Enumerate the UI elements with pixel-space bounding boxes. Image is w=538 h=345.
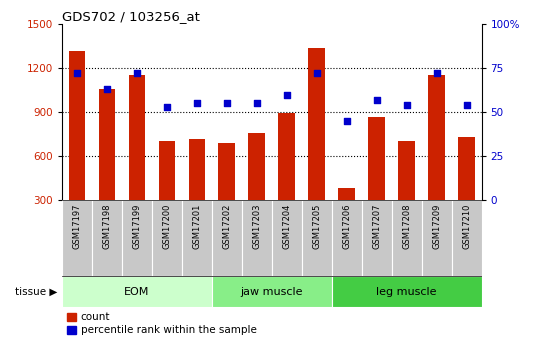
Point: [432, 71, 441, 76]
Bar: [182, 200, 212, 276]
Point: [73, 71, 81, 76]
Bar: [152, 200, 182, 276]
Bar: [272, 200, 302, 276]
Text: jaw muscle: jaw muscle: [240, 287, 303, 296]
Text: GSM17210: GSM17210: [462, 204, 471, 249]
Bar: [62, 276, 212, 307]
Point: [313, 71, 321, 76]
Bar: [362, 200, 392, 276]
Point: [193, 101, 201, 106]
Bar: [212, 200, 242, 276]
Point: [372, 97, 381, 102]
Bar: [428, 75, 445, 200]
Text: leg muscle: leg muscle: [376, 287, 437, 296]
Bar: [338, 188, 355, 200]
Text: GSM17202: GSM17202: [222, 204, 231, 249]
Text: GSM17204: GSM17204: [282, 204, 291, 249]
Text: GSM17199: GSM17199: [132, 204, 141, 249]
Text: GSM17201: GSM17201: [192, 204, 201, 249]
Bar: [331, 200, 362, 276]
Bar: [249, 132, 265, 200]
Point: [462, 102, 471, 108]
Bar: [451, 200, 482, 276]
Bar: [398, 141, 415, 200]
Text: tissue ▶: tissue ▶: [15, 287, 57, 296]
Point: [282, 92, 291, 97]
Text: EOM: EOM: [124, 287, 150, 296]
Text: GSM17206: GSM17206: [342, 204, 351, 249]
Text: GSM17197: GSM17197: [72, 204, 81, 249]
Point: [162, 104, 171, 110]
Point: [342, 118, 351, 124]
Legend: count, percentile rank within the sample: count, percentile rank within the sample: [67, 312, 257, 335]
Bar: [188, 139, 205, 200]
Text: GSM17200: GSM17200: [162, 204, 171, 249]
Bar: [159, 141, 175, 200]
Point: [402, 102, 411, 108]
Bar: [62, 200, 92, 276]
Text: GSM17203: GSM17203: [252, 204, 261, 249]
Text: GSM17208: GSM17208: [402, 204, 411, 249]
Text: GSM17198: GSM17198: [102, 204, 111, 249]
Bar: [218, 143, 235, 200]
Bar: [331, 276, 482, 307]
Bar: [69, 51, 85, 200]
Bar: [279, 113, 295, 200]
Bar: [242, 200, 272, 276]
Bar: [129, 75, 145, 200]
Bar: [92, 200, 122, 276]
Bar: [422, 200, 451, 276]
Text: GSM17205: GSM17205: [312, 204, 321, 249]
Text: GSM17209: GSM17209: [432, 204, 441, 249]
Point: [132, 71, 141, 76]
Text: GSM17207: GSM17207: [372, 204, 381, 249]
Bar: [98, 89, 115, 200]
Point: [103, 87, 111, 92]
Bar: [392, 200, 422, 276]
Bar: [122, 200, 152, 276]
Bar: [302, 200, 331, 276]
Bar: [369, 117, 385, 200]
Bar: [212, 276, 331, 307]
Point: [252, 101, 261, 106]
Bar: [308, 48, 325, 200]
Text: GDS702 / 103256_at: GDS702 / 103256_at: [62, 10, 200, 23]
Bar: [458, 137, 475, 200]
Point: [222, 101, 231, 106]
